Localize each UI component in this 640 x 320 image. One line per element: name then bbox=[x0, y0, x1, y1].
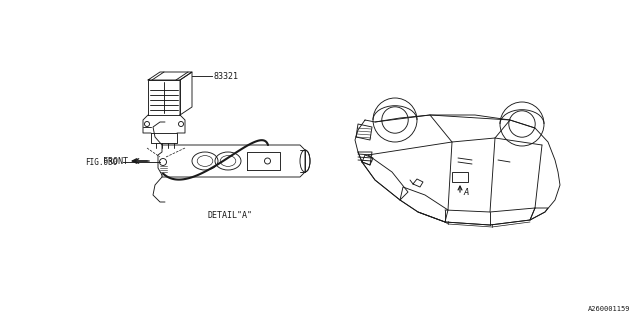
Text: A260001159: A260001159 bbox=[588, 306, 630, 312]
Text: 83321: 83321 bbox=[214, 71, 239, 81]
Bar bbox=[452, 172, 468, 182]
Text: DETAIL"A": DETAIL"A" bbox=[207, 211, 253, 220]
Text: FIG.930: FIG.930 bbox=[85, 157, 117, 166]
Text: A: A bbox=[463, 188, 468, 197]
Text: FRONT: FRONT bbox=[103, 156, 128, 165]
